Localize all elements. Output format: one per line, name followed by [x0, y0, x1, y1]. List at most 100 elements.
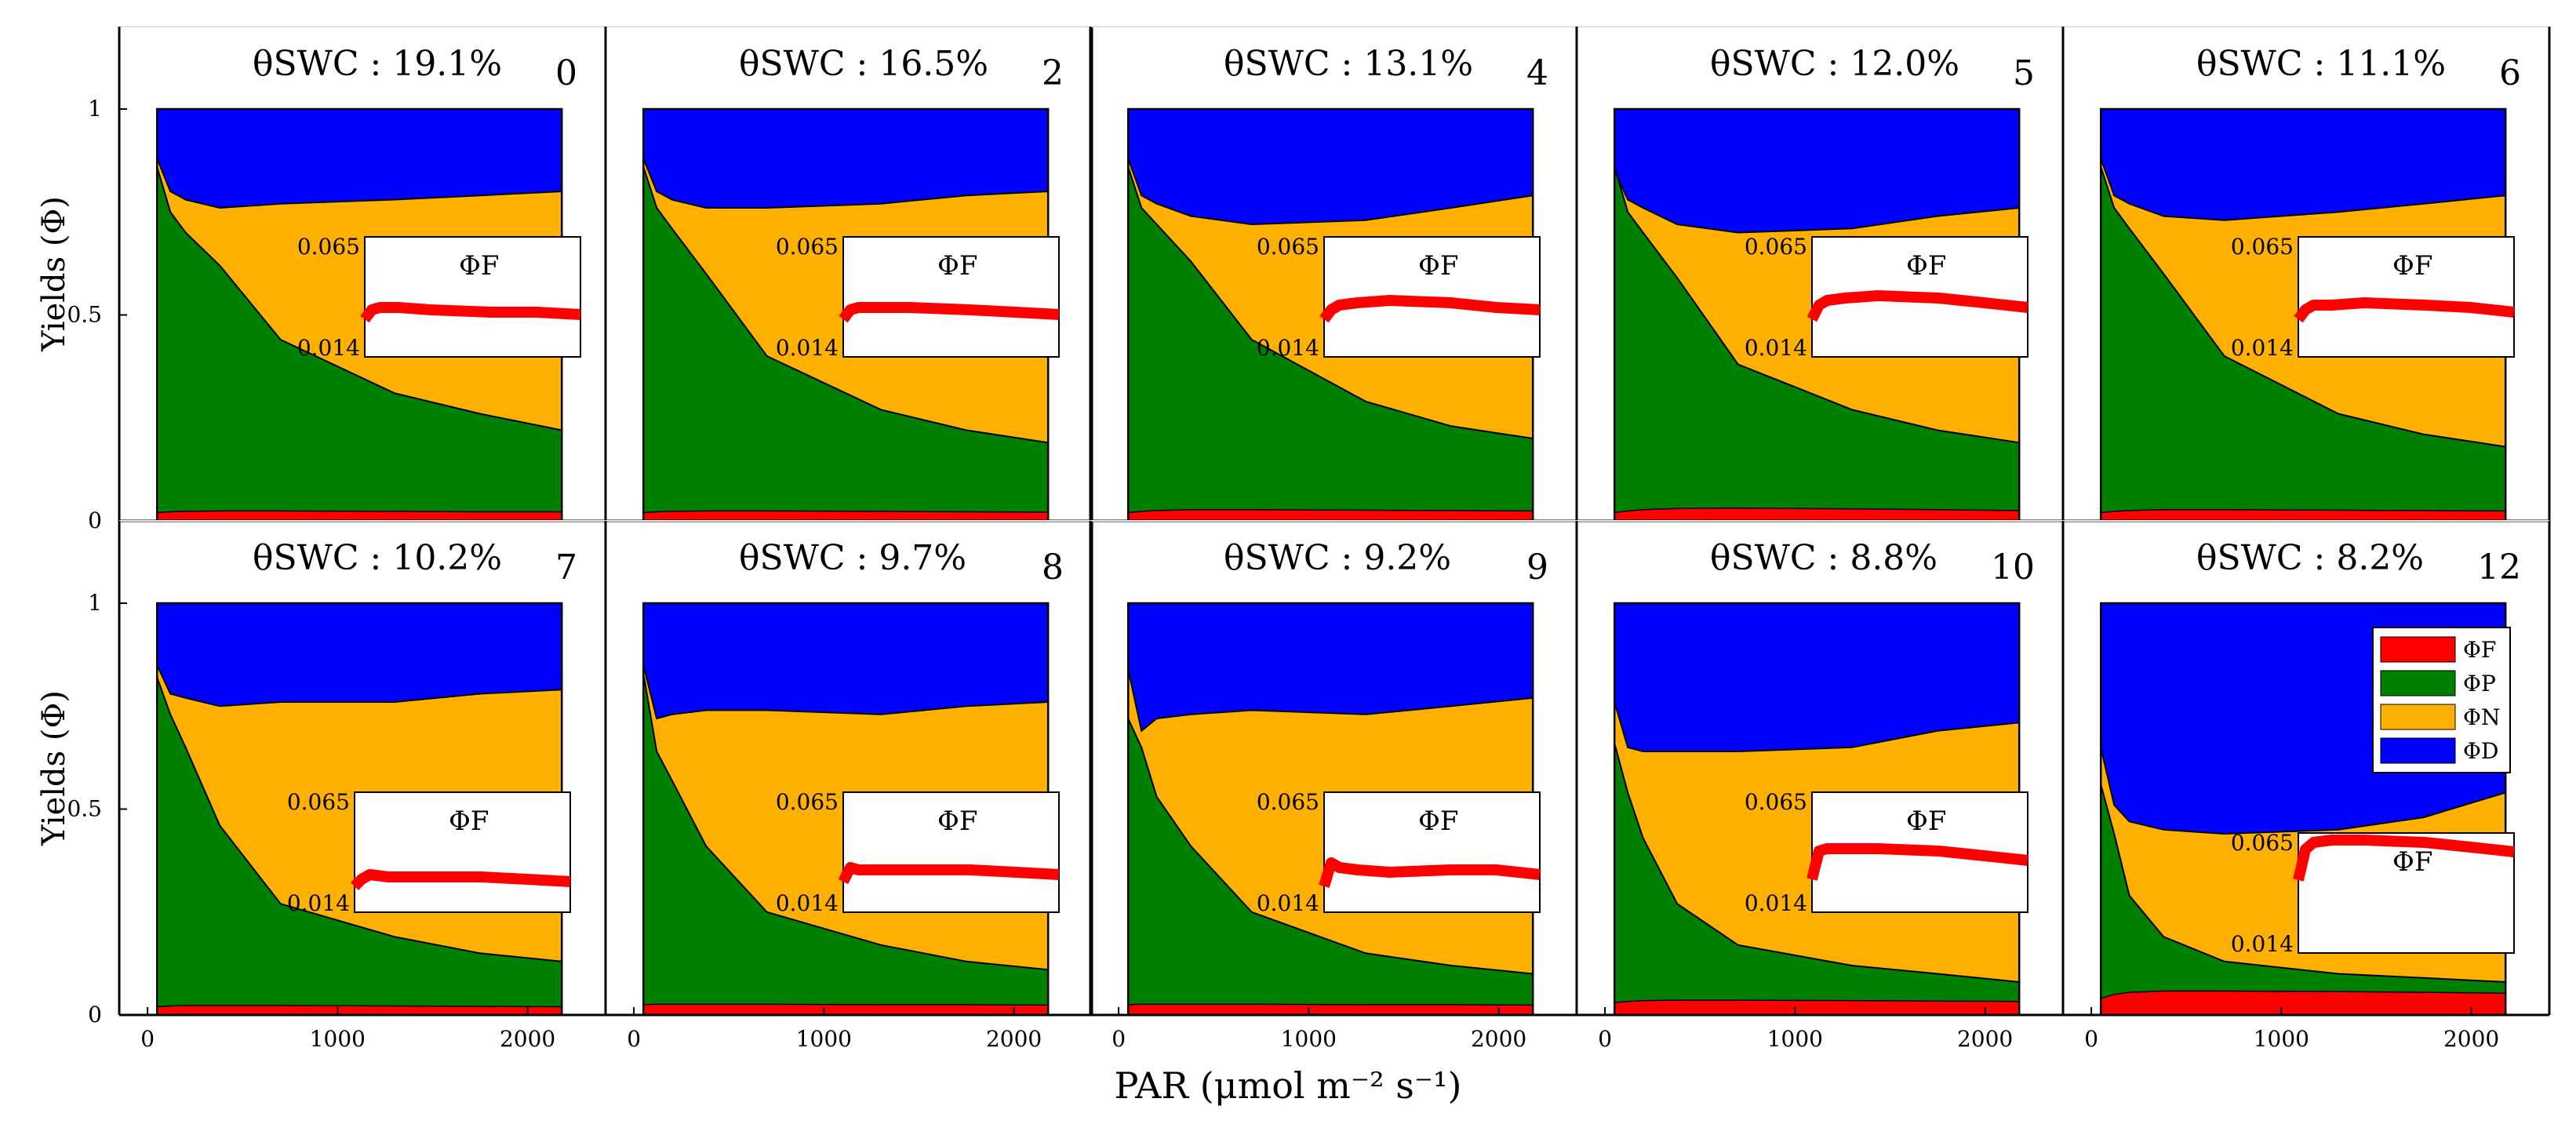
legend: ΦF ΦP ΦN ΦD [2372, 627, 2511, 773]
x-tick-label: 1000 [796, 1026, 852, 1052]
panel-swc-title: θSWC : 12.0% [1710, 44, 1959, 84]
panel-day-number: 4 [1526, 53, 1548, 93]
area-phi-f [2100, 990, 2506, 1016]
x-tick-label: 2000 [1471, 1026, 1526, 1052]
inset-phi-f-line [1319, 295, 1541, 323]
x-tick-label: 0 [140, 1026, 155, 1052]
panel-day-number: 0 [555, 53, 577, 93]
panel-day-number: 8 [1042, 547, 1064, 587]
panel-day-number: 6 [2499, 53, 2521, 93]
panel-swc-title: θSWC : 19.1% [253, 44, 502, 84]
panel-swc-title: θSWC : 9.7% [739, 538, 966, 578]
legend-label-phid: ΦD [2463, 738, 2498, 764]
x-tick-label: 0 [1112, 1026, 1126, 1052]
inset-phi-f-line [360, 302, 581, 323]
y-tick-label: 1 [88, 96, 102, 122]
area-phi-f [1127, 1003, 1534, 1016]
panel-day-number: 5 [2013, 53, 2035, 93]
panel-0: 0 0.5 1 Yields (Φ) θSWC : 19.1% 0 ΦF 0.065 0.014 [36, 26, 607, 533]
inset-ymax-label: 0.065 [1745, 234, 1807, 260]
legend-label-phin: ΦN [2463, 704, 2500, 730]
inset-phi-f-line [351, 869, 571, 890]
inset-box [354, 791, 571, 913]
area-phi-f [642, 1003, 1049, 1016]
inset-ymin-label: 0.014 [1257, 335, 1319, 361]
x-tick-label: 1000 [1767, 1026, 1823, 1052]
inset-phi-f: ΦF 0.065 0.014 [2231, 234, 2515, 361]
legend-swatch-phif [2380, 636, 2456, 663]
x-axis-label: PAR (μmol m⁻² s⁻¹) [1115, 1064, 1462, 1107]
area-phi-f [1614, 507, 2020, 522]
inset-phi-f: ΦF 0.065 0.014 [776, 234, 1060, 361]
x-tick-label: 2000 [1957, 1026, 2013, 1052]
inset-phi-f: ΦF 0.065 0.014 [1745, 234, 2028, 361]
inset-phi-f-line [2293, 835, 2515, 882]
inset-ymax-label: 0.065 [2231, 830, 2294, 856]
x-tick-label: 0 [1598, 1026, 1612, 1052]
panel-4: θSWC : 11.1% 6 ΦF 0.065 0.014 [2061, 26, 2551, 522]
inset-phi-f: ΦF 0.065 0.014 [1257, 789, 1541, 916]
inset-ymax-label: 0.065 [776, 234, 839, 260]
inset-title: ΦF [2392, 846, 2432, 878]
area-phi-f [642, 510, 1049, 522]
area-phi-f [1614, 999, 2020, 1016]
legend-swatch-phid [2380, 737, 2456, 764]
inset-title: ΦF [1906, 250, 1946, 282]
inset-phi-f-line [1806, 290, 2028, 322]
panel-1: θSWC : 16.5% 2 ΦF 0.065 0.014 [604, 26, 1093, 522]
inset-ymax-label: 0.065 [1745, 789, 1807, 815]
panel-swc-title: θSWC : 8.2% [2196, 538, 2424, 578]
inset-title: ΦF [459, 250, 499, 282]
y-tick-label: 0.5 [67, 796, 102, 822]
inset-ymax-label: 0.065 [1257, 234, 1319, 260]
panel-swc-title: θSWC : 16.5% [739, 44, 988, 84]
area-phi-f [156, 1005, 562, 1016]
inset-phi-f-line [1319, 857, 1541, 889]
inset-box [1323, 791, 1541, 913]
x-tick-label: 2000 [500, 1026, 555, 1052]
inset-title: ΦF [2392, 250, 2432, 282]
x-tick-label: 0 [627, 1026, 641, 1052]
legend-label-phif: ΦF [2463, 637, 2496, 663]
inset-title: ΦF [1418, 250, 1458, 282]
x-tick-label: 1000 [310, 1026, 366, 1052]
inset-box [842, 791, 1060, 913]
inset-phi-f-line [1806, 843, 2028, 881]
inset-ymin-label: 0.014 [776, 335, 839, 361]
panel-day-number: 2 [1042, 53, 1064, 93]
inset-ymax-label: 0.065 [776, 789, 839, 815]
panel-7: 0 1000 2000 θSWC : 9.2% 9 ΦF 0.065 0.014 [1089, 520, 1578, 1052]
inset-box [842, 236, 1060, 358]
inset-ymin-label: 0.014 [776, 890, 839, 916]
inset-box [364, 236, 581, 358]
panel-swc-title: θSWC : 8.8% [1710, 538, 1937, 578]
inset-title: ΦF [937, 806, 977, 837]
panel-3: θSWC : 12.0% 5 ΦF 0.065 0.014 [1575, 26, 2065, 522]
inset-phi-f-line [838, 862, 1060, 885]
inset-phi-f: ΦF 0.065 0.014 [2231, 830, 2515, 957]
panel-swc-title: θSWC : 13.1% [1224, 44, 1473, 84]
area-phi-f [1127, 509, 1534, 522]
legend-swatch-phin [2380, 704, 2456, 730]
x-tick-label: 0 [2084, 1026, 2098, 1052]
inset-ymax-label: 0.065 [297, 234, 360, 260]
legend-label-phip: ΦP [2463, 671, 2496, 697]
area-phi-f [2100, 509, 2506, 522]
panel-2: θSWC : 13.1% 4 ΦF 0.065 0.014 [1089, 26, 1578, 522]
inset-ymin-label: 0.014 [1745, 890, 1807, 916]
panel-swc-title: θSWC : 10.2% [253, 538, 502, 578]
inset-phi-f: ΦF 0.065 0.014 [297, 234, 581, 361]
panel-9: 0 1000 2000 θSWC : 8.2% 12 ΦF 0.065 0.014 [2061, 520, 2551, 1052]
panel-swc-title: θSWC : 11.1% [2196, 44, 2446, 84]
inset-ymin-label: 0.014 [1257, 890, 1319, 916]
x-tick-label: 2000 [2443, 1026, 2499, 1052]
legend-swatch-phip [2380, 670, 2456, 697]
panel-day-number: 7 [555, 547, 577, 587]
inset-phi-f-line [839, 302, 1060, 323]
inset-title: ΦF [1418, 806, 1458, 837]
inset-phi-f: ΦF 0.065 0.014 [1745, 789, 2028, 916]
inset-phi-f: ΦF 0.065 0.014 [1257, 234, 1541, 361]
panel-6: 0 1000 2000 θSWC : 9.7% 8 ΦF 0.065 0.014 [604, 520, 1093, 1052]
y-tick-label: 0 [88, 507, 102, 533]
